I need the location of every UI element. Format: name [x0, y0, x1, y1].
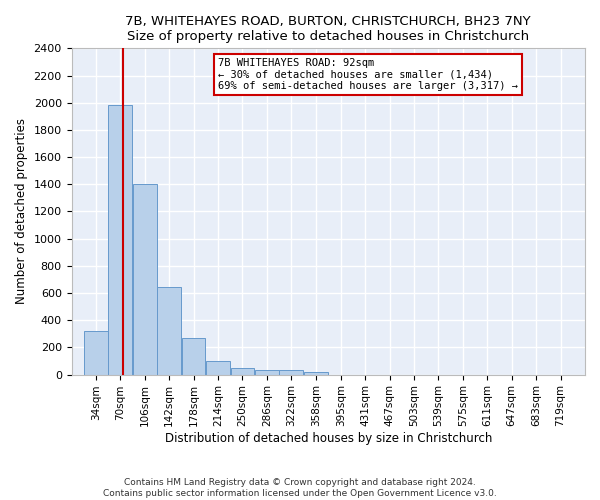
Bar — [182, 338, 205, 374]
Y-axis label: Number of detached properties: Number of detached properties — [15, 118, 28, 304]
Bar — [230, 368, 254, 374]
Bar — [280, 370, 303, 374]
X-axis label: Distribution of detached houses by size in Christchurch: Distribution of detached houses by size … — [164, 432, 492, 445]
Bar — [133, 184, 157, 374]
Bar — [206, 361, 230, 374]
Bar — [109, 106, 132, 374]
Bar — [304, 372, 328, 374]
Text: Contains HM Land Registry data © Crown copyright and database right 2024.
Contai: Contains HM Land Registry data © Crown c… — [103, 478, 497, 498]
Bar — [157, 287, 181, 374]
Bar — [84, 331, 108, 374]
Title: 7B, WHITEHAYES ROAD, BURTON, CHRISTCHURCH, BH23 7NY
Size of property relative to: 7B, WHITEHAYES ROAD, BURTON, CHRISTCHURC… — [125, 15, 531, 43]
Bar — [255, 370, 279, 374]
Text: 7B WHITEHAYES ROAD: 92sqm
← 30% of detached houses are smaller (1,434)
69% of se: 7B WHITEHAYES ROAD: 92sqm ← 30% of detac… — [218, 58, 518, 92]
